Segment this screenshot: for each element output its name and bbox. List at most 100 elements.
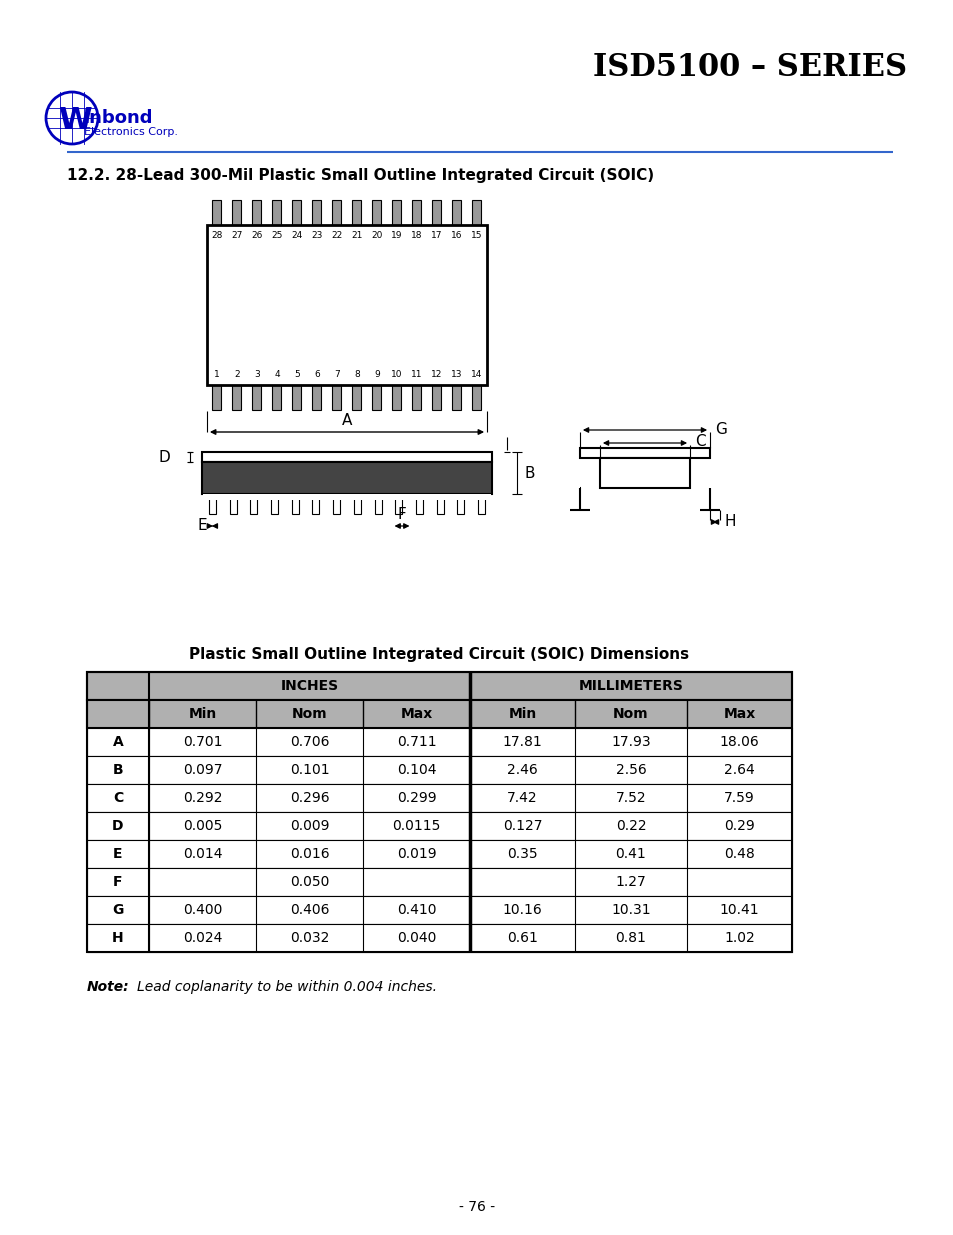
Text: 10.41: 10.41 [719,903,759,918]
Bar [87,924,791,952]
Bar [207,225,486,385]
Text: 6: 6 [314,370,319,379]
Text: 0.050: 0.050 [290,876,329,889]
Text: 0.41: 0.41 [615,847,646,861]
Text: 9: 9 [374,370,379,379]
Text: C: C [112,790,123,805]
Text: E: E [197,519,207,534]
Bar [333,385,341,410]
Text: 10.16: 10.16 [502,903,542,918]
Text: 0.701: 0.701 [183,735,222,748]
Bar [271,494,277,514]
Text: 2: 2 [233,370,239,379]
Bar [273,200,281,225]
Text: 21: 21 [351,231,362,240]
Text: 4: 4 [274,370,279,379]
Text: 10: 10 [391,370,402,379]
Text: MILLIMETERS: MILLIMETERS [578,679,682,693]
Text: 0.410: 0.410 [396,903,436,918]
Text: 0.61: 0.61 [507,931,537,945]
Bar [436,494,443,514]
Text: 0.29: 0.29 [723,819,754,832]
Text: 23: 23 [311,231,322,240]
Bar [87,672,791,700]
Bar [230,494,236,514]
Text: 17: 17 [431,231,442,240]
Text: 0.400: 0.400 [183,903,222,918]
Bar [352,385,361,410]
Text: 2.46: 2.46 [507,763,537,777]
Bar [202,452,492,462]
Bar [292,494,298,514]
Text: H: H [724,515,736,530]
Text: 12.2. 28-Lead 300-Mil Plastic Small Outline Integrated Circuit (SOIC): 12.2. 28-Lead 300-Mil Plastic Small Outl… [67,168,654,183]
Text: 19: 19 [391,231,402,240]
Bar [313,385,321,410]
Text: 22: 22 [331,231,342,240]
Text: 0.296: 0.296 [290,790,329,805]
Bar [253,200,261,225]
Bar [333,494,340,514]
Text: INCHES: INCHES [280,679,338,693]
Text: 3: 3 [253,370,259,379]
Text: 0.024: 0.024 [183,931,222,945]
Text: 12: 12 [431,370,442,379]
Bar [432,385,441,410]
Text: B: B [524,466,535,480]
Bar [213,200,221,225]
Text: F: F [113,876,123,889]
Bar [432,200,441,225]
Text: Min: Min [508,706,536,721]
Text: 16: 16 [451,231,462,240]
Bar [579,448,709,458]
Text: 10.31: 10.31 [611,903,650,918]
Text: 0.097: 0.097 [183,763,222,777]
Text: Max: Max [722,706,755,721]
Text: 0.0115: 0.0115 [392,819,440,832]
Bar [87,756,791,784]
Text: W: W [58,106,91,135]
Text: 27: 27 [231,231,242,240]
Bar [202,462,492,494]
Text: F: F [397,508,406,522]
Text: 0.127: 0.127 [502,819,541,832]
Text: 2.64: 2.64 [723,763,754,777]
Text: 1.27: 1.27 [615,876,646,889]
Text: D: D [158,450,170,464]
Bar [416,494,422,514]
Text: 1: 1 [213,370,219,379]
Text: Lead coplanarity to be within 0.004 inches.: Lead coplanarity to be within 0.004 inch… [137,981,436,994]
Text: 0.032: 0.032 [290,931,329,945]
Bar [209,494,215,514]
Text: 26: 26 [251,231,262,240]
Bar [372,385,381,410]
Bar [233,385,241,410]
Bar [87,868,791,897]
Text: 5: 5 [294,370,299,379]
Text: Nom: Nom [292,706,327,721]
Text: H: H [112,931,124,945]
Text: 14: 14 [471,370,482,379]
Bar [87,700,791,727]
Bar [87,727,791,756]
Bar [412,385,421,410]
Text: 18.06: 18.06 [719,735,759,748]
Bar [472,385,481,410]
Text: 0.005: 0.005 [183,819,222,832]
Bar [87,811,791,840]
Bar [313,200,321,225]
Text: inbond: inbond [84,109,153,127]
Bar [312,494,319,514]
Text: 1.02: 1.02 [723,931,754,945]
Text: 24: 24 [291,231,302,240]
Text: 0.292: 0.292 [183,790,222,805]
Text: Note:: Note: [87,981,130,994]
Text: Plastic Small Outline Integrated Circuit (SOIC) Dimensions: Plastic Small Outline Integrated Circuit… [190,647,689,662]
Text: 28: 28 [212,231,222,240]
Bar [87,897,791,924]
Text: 0.406: 0.406 [290,903,329,918]
Text: 0.014: 0.014 [183,847,222,861]
Text: Min: Min [188,706,216,721]
Text: 25: 25 [271,231,282,240]
Bar [203,494,491,500]
